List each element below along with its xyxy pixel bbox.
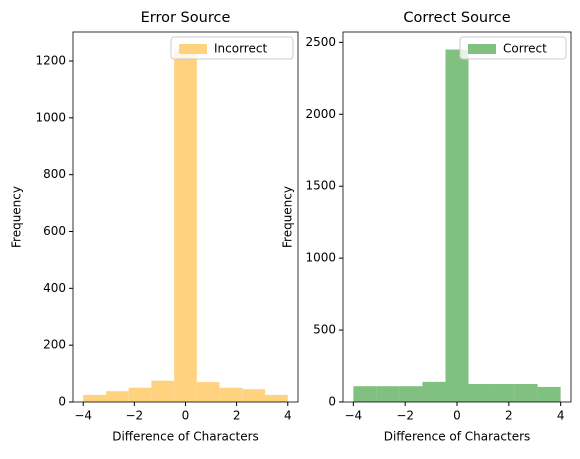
legend-label: Incorrect — [214, 42, 267, 56]
y-axis-label: Frequency — [10, 186, 24, 248]
y-tick-label: 0 — [328, 395, 336, 409]
bar — [128, 387, 152, 402]
y-tick-label: 2000 — [305, 107, 336, 121]
x-tick-label: −2 — [126, 409, 144, 423]
y-tick-label: 200 — [43, 338, 66, 352]
legend-label: Correct — [503, 42, 547, 56]
x-axis-label: Difference of Characters — [112, 430, 259, 444]
bar — [491, 384, 515, 402]
bar — [376, 386, 400, 402]
legend-swatch — [468, 44, 496, 54]
bar — [537, 386, 561, 402]
bar — [514, 384, 538, 402]
y-tick-label: 500 — [313, 323, 336, 337]
bar — [445, 49, 469, 403]
bar — [242, 389, 266, 402]
y-tick-label: 400 — [43, 281, 66, 295]
y-axis-label: Frequency — [281, 186, 295, 248]
x-tick-label: −4 — [74, 409, 92, 423]
x-tick-label: 4 — [284, 409, 292, 423]
y-tick-label: 600 — [43, 224, 66, 238]
bar — [265, 394, 288, 402]
bar — [399, 386, 423, 402]
title: Error Source — [141, 10, 231, 26]
y-tick-label: 1200 — [35, 53, 66, 67]
y-tick-label: 1000 — [305, 251, 336, 265]
y-tick-label: 1000 — [35, 110, 66, 124]
x-tick-label: 0 — [182, 409, 190, 423]
bar — [105, 391, 129, 402]
bar — [422, 381, 446, 402]
bar — [468, 384, 492, 402]
title: Correct Source — [403, 10, 510, 26]
bar — [83, 394, 106, 402]
bar — [151, 380, 175, 402]
bar — [196, 382, 220, 402]
bar — [219, 387, 243, 402]
legend-swatch — [179, 44, 207, 54]
x-tick-label: 4 — [557, 409, 565, 423]
y-tick-label: 0 — [58, 395, 66, 409]
y-tick-label: 2500 — [305, 35, 336, 49]
bar — [353, 386, 377, 402]
x-tick-label: −4 — [345, 409, 363, 423]
x-tick-label: 0 — [453, 409, 461, 423]
bar — [174, 49, 197, 402]
x-axis-label: Difference of Characters — [384, 430, 531, 444]
x-tick-label: −2 — [396, 409, 414, 423]
y-tick-label: 800 — [43, 167, 66, 181]
y-tick-label: 1500 — [305, 179, 336, 193]
x-tick-label: 2 — [505, 409, 513, 423]
x-tick-label: 2 — [233, 409, 241, 423]
